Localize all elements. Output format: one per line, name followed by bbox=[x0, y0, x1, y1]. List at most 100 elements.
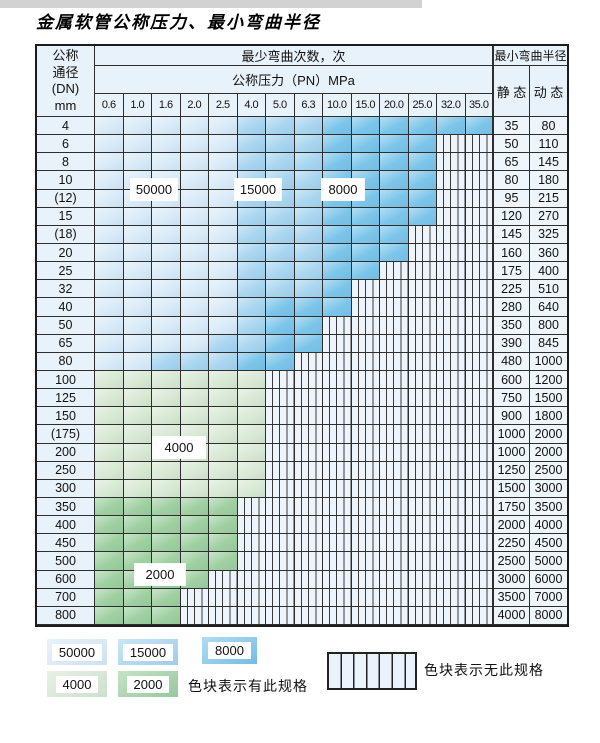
cycle-cell-15000 bbox=[237, 243, 266, 263]
static-value: 50 bbox=[494, 135, 530, 154]
cycle-cell-4000 bbox=[95, 425, 124, 444]
cycle-cell-none bbox=[266, 425, 295, 444]
cycle-cell-none bbox=[294, 497, 323, 517]
cycle-cell-8000 bbox=[266, 334, 295, 353]
corner-line-2: 通径 bbox=[52, 64, 79, 80]
dn-cell: (18) bbox=[37, 225, 95, 244]
cycle-cell-none bbox=[408, 588, 437, 607]
cycle-cell-none bbox=[294, 389, 323, 408]
dn-cell: 50 bbox=[37, 316, 95, 335]
pressure-tick: 1.0 bbox=[123, 94, 152, 117]
cycle-cell-15000 bbox=[294, 135, 323, 154]
cycle-cell-none bbox=[294, 534, 323, 553]
cycle-cell-none bbox=[323, 570, 352, 589]
dynamic-value: 5000 bbox=[530, 552, 567, 571]
cycle-cell-4000 bbox=[237, 443, 266, 462]
cycle-cell-none bbox=[266, 588, 295, 607]
static-value: 2000 bbox=[494, 516, 530, 535]
legend-swatch-label: 15000 bbox=[122, 643, 174, 661]
cycle-cell-50000 bbox=[95, 153, 124, 172]
cycle-cell-none bbox=[437, 570, 466, 589]
cycle-cell-none bbox=[266, 461, 295, 480]
cycle-cell-15000 bbox=[294, 189, 323, 208]
cycle-cell-none bbox=[465, 407, 494, 426]
cycle-cell-none bbox=[266, 516, 295, 535]
dynamic-value: 1800 bbox=[530, 407, 567, 426]
cycle-cell-none bbox=[323, 316, 352, 335]
cycle-cell-none bbox=[380, 443, 409, 462]
dynamic-value: 1000 bbox=[530, 352, 567, 371]
cycle-cell-8000 bbox=[408, 153, 437, 172]
overlay-label: 8000 bbox=[322, 179, 364, 200]
dn-cell: 8 bbox=[37, 153, 95, 172]
dynamic-value: 3000 bbox=[530, 479, 567, 498]
cycle-cell-none bbox=[294, 370, 323, 390]
cycle-cell-4000 bbox=[180, 389, 209, 408]
cycle-cell-none bbox=[380, 425, 409, 444]
cycle-cell-8000 bbox=[323, 225, 352, 244]
cycle-cell-none bbox=[266, 370, 295, 390]
cycle-cell-50000 bbox=[180, 225, 209, 244]
cycle-cell-2000 bbox=[123, 497, 152, 517]
corner-line-1: 公称 bbox=[52, 48, 79, 63]
cycle-cell-none bbox=[408, 389, 437, 408]
static-value: 3000 bbox=[494, 570, 530, 589]
cycle-cell-none bbox=[465, 262, 494, 281]
cycle-cell-none bbox=[209, 606, 238, 625]
pressure-tick: 20.0 bbox=[380, 94, 409, 117]
dynamic-value: 2000 bbox=[530, 443, 567, 462]
cycle-cell-none bbox=[323, 425, 352, 444]
cycle-cell-none bbox=[408, 262, 437, 281]
dynamic-value: 2500 bbox=[530, 461, 567, 480]
overlay-label: 4000 bbox=[153, 437, 205, 458]
cycle-cell-50000 bbox=[180, 207, 209, 226]
dn-cell: 10 bbox=[37, 171, 95, 190]
cycle-cell-2000 bbox=[95, 552, 124, 571]
dynamic-value: 510 bbox=[530, 280, 567, 299]
cycle-cell-50000 bbox=[95, 243, 124, 263]
cycle-cell-8000 bbox=[294, 334, 323, 353]
cycle-cell-50000 bbox=[95, 262, 124, 281]
cycle-cell-8000 bbox=[380, 117, 409, 136]
cycle-cell-none bbox=[408, 280, 437, 299]
cycle-cell-none bbox=[408, 243, 437, 263]
dynamic-header: 动 态 bbox=[530, 66, 567, 117]
cycle-cell-15000 bbox=[237, 298, 266, 317]
cycle-cell-50000 bbox=[152, 243, 181, 263]
dynamic-value: 180 bbox=[530, 171, 567, 190]
cycle-cell-none bbox=[465, 516, 494, 535]
cycle-cell-none bbox=[380, 352, 409, 371]
dn-cell: 400 bbox=[37, 516, 95, 535]
cycle-cell-8000 bbox=[323, 153, 352, 172]
dynamic-value: 145 bbox=[530, 153, 567, 172]
cycle-cell-50000 bbox=[123, 207, 152, 226]
cycle-cell-none bbox=[408, 370, 437, 390]
cycle-cell-none bbox=[294, 570, 323, 589]
cycle-cell-none bbox=[380, 606, 409, 625]
cycle-cell-15000 bbox=[237, 225, 266, 244]
cycle-cell-none bbox=[437, 588, 466, 607]
cycle-cell-none bbox=[437, 516, 466, 535]
static-value: 2500 bbox=[494, 552, 530, 571]
cycle-cell-4000 bbox=[95, 370, 124, 390]
cycle-cell-50000 bbox=[152, 262, 181, 281]
cycle-cell-8000 bbox=[237, 352, 266, 371]
cycle-cell-15000 bbox=[180, 352, 209, 371]
cycle-cell-4000 bbox=[209, 425, 238, 444]
cycle-cell-2000 bbox=[123, 516, 152, 535]
cycle-cell-50000 bbox=[209, 298, 238, 317]
cycle-cell-50000 bbox=[209, 135, 238, 154]
overlay-label: 15000 bbox=[235, 179, 281, 200]
cycle-cell-2000 bbox=[209, 534, 238, 553]
cycle-cell-none bbox=[380, 570, 409, 589]
corner-header: 公称 通径 (DN) mm bbox=[37, 46, 95, 117]
cycle-cell-none bbox=[294, 606, 323, 625]
cycle-cell-50000 bbox=[123, 153, 152, 172]
cycle-cell-none bbox=[209, 570, 238, 589]
cycle-cell-4000 bbox=[95, 461, 124, 480]
cycle-cell-none bbox=[323, 588, 352, 607]
scan-artifact-strip bbox=[0, 0, 422, 8]
cycle-cell-50000 bbox=[180, 171, 209, 190]
bend-cycles-header: 最少弯曲次数，次 bbox=[95, 46, 494, 66]
cycle-cell-2000 bbox=[95, 534, 124, 553]
